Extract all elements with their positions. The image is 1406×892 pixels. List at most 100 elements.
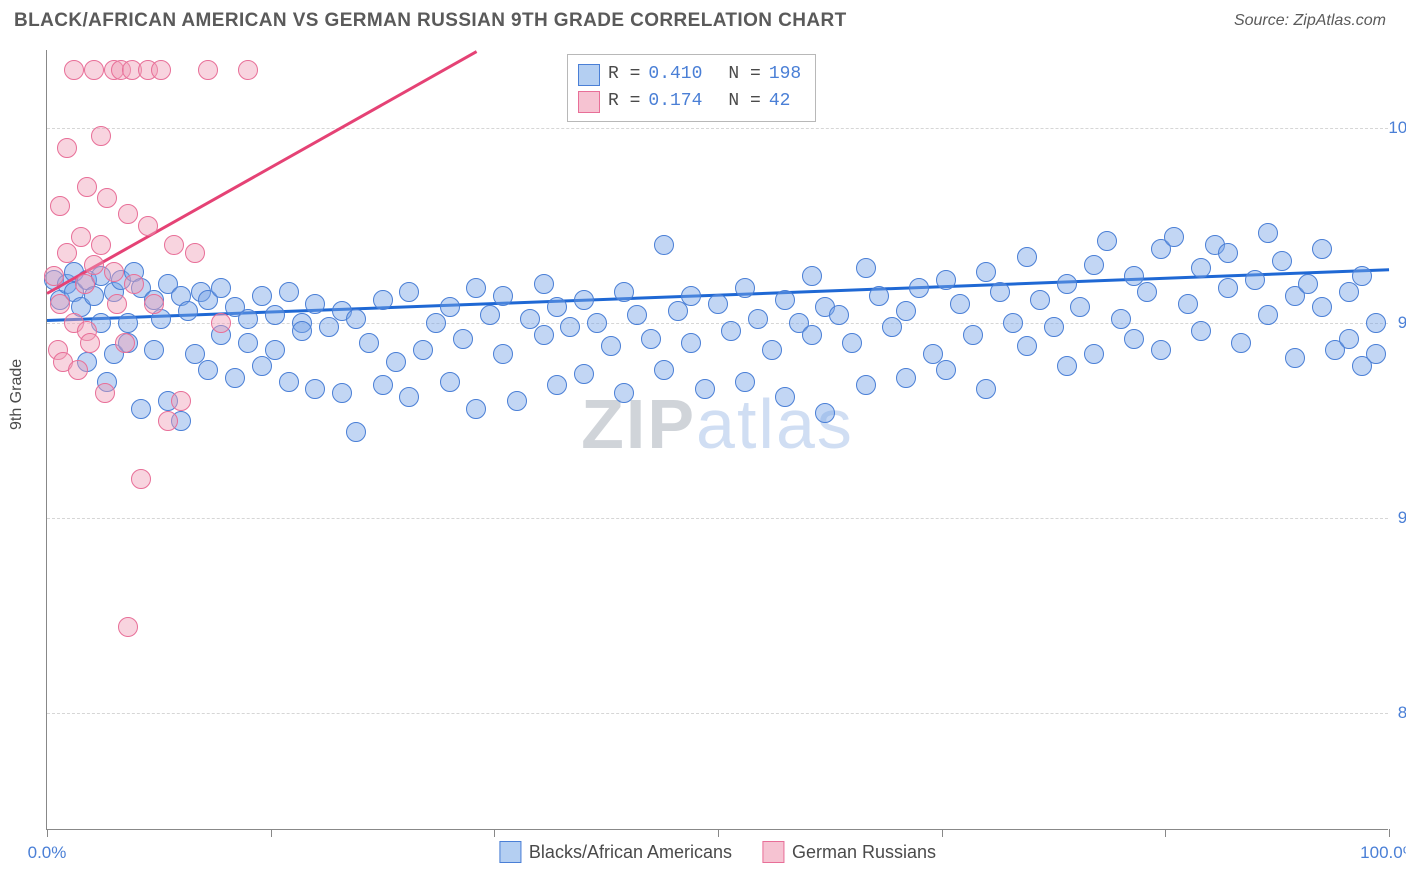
scatter-point: [453, 329, 473, 349]
scatter-point: [990, 282, 1010, 302]
trend-line: [46, 50, 477, 294]
xtick: [718, 829, 719, 837]
scatter-point: [560, 317, 580, 337]
legend-swatch-2: [762, 841, 784, 863]
scatter-point: [534, 274, 554, 294]
scatter-point: [44, 266, 64, 286]
scatter-point: [1124, 329, 1144, 349]
legend-swatch-1: [499, 841, 521, 863]
scatter-point: [1352, 266, 1372, 286]
gridline: [47, 713, 1388, 714]
scatter-point: [1178, 294, 1198, 314]
scatter-point: [332, 383, 352, 403]
ytick-label: 85.0%: [1398, 703, 1406, 723]
scatter-point: [1312, 239, 1332, 259]
scatter-point: [138, 216, 158, 236]
ytick-label: 100.0%: [1388, 118, 1406, 138]
scatter-point: [225, 368, 245, 388]
scatter-point: [909, 278, 929, 298]
scatter-point: [1017, 247, 1037, 267]
scatter-point: [762, 340, 782, 360]
scatter-point: [976, 379, 996, 399]
scatter-point: [869, 286, 889, 306]
scatter-point: [252, 356, 272, 376]
scatter-point: [1151, 340, 1171, 360]
n-label: N =: [728, 88, 760, 115]
scatter-point: [748, 309, 768, 329]
r-label: R =: [608, 61, 640, 88]
scatter-point: [735, 372, 755, 392]
scatter-point: [1044, 317, 1064, 337]
scatter-point: [1057, 356, 1077, 376]
scatter-point: [1339, 329, 1359, 349]
scatter-point: [265, 340, 285, 360]
scatter-point: [131, 469, 151, 489]
scatter-point: [118, 617, 138, 637]
scatter-point: [507, 391, 527, 411]
scatter-point: [681, 333, 701, 353]
scatter-point: [587, 313, 607, 333]
scatter-point: [305, 379, 325, 399]
scatter-point: [440, 372, 460, 392]
scatter-point: [896, 368, 916, 388]
scatter-point: [1285, 348, 1305, 368]
scatter-point: [426, 313, 446, 333]
scatter-point: [50, 294, 70, 314]
scatter-point: [373, 290, 393, 310]
legend-item: Blacks/African Americans: [499, 841, 732, 863]
series-swatch-1: [578, 64, 600, 86]
scatter-point: [534, 325, 554, 345]
scatter-point: [57, 243, 77, 263]
scatter-point: [856, 375, 876, 395]
scatter-point: [735, 278, 755, 298]
scatter-point: [721, 321, 741, 341]
scatter-point: [238, 333, 258, 353]
scatter-point: [856, 258, 876, 278]
scatter-point: [279, 282, 299, 302]
legend-label: German Russians: [792, 842, 936, 863]
scatter-point: [97, 188, 117, 208]
scatter-point: [1097, 231, 1117, 251]
scatter-point: [493, 286, 513, 306]
scatter-point: [252, 286, 272, 306]
scatter-point: [386, 352, 406, 372]
scatter-point: [654, 235, 674, 255]
scatter-point: [1164, 227, 1184, 247]
watermark-part1: ZIP: [581, 385, 696, 463]
scatter-point: [708, 294, 728, 314]
scatter-point: [1030, 290, 1050, 310]
scatter-point: [842, 333, 862, 353]
scatter-point: [963, 325, 983, 345]
scatter-point: [950, 294, 970, 314]
scatter-point: [144, 340, 164, 360]
scatter-point: [547, 375, 567, 395]
n-label: N =: [728, 61, 760, 88]
scatter-point: [279, 372, 299, 392]
scatter-point: [1258, 223, 1278, 243]
series-swatch-2: [578, 91, 600, 113]
scatter-point: [413, 340, 433, 360]
scatter-point: [1057, 274, 1077, 294]
scatter-point: [1366, 344, 1386, 364]
scatter-point: [68, 360, 88, 380]
scatter-point: [775, 290, 795, 310]
scatter-point: [144, 294, 164, 314]
scatter-point: [71, 227, 91, 247]
scatter-point: [815, 403, 835, 423]
n-value: 198: [769, 61, 801, 88]
xtick: [494, 829, 495, 837]
scatter-point: [84, 255, 104, 275]
scatter-point: [802, 325, 822, 345]
scatter-point: [641, 329, 661, 349]
scatter-point: [1218, 243, 1238, 263]
scatter-point: [346, 422, 366, 442]
scatter-point: [574, 364, 594, 384]
scatter-point: [75, 274, 95, 294]
source-label: Source: ZipAtlas.com: [1234, 12, 1386, 30]
scatter-point: [547, 297, 567, 317]
correlation-legend-box: R = 0.410 N = 198 R = 0.174 N = 42: [567, 54, 816, 122]
scatter-chart: ZIPatlas R = 0.410 N = 198 R = 0.174 N =…: [46, 50, 1388, 830]
scatter-point: [77, 177, 97, 197]
scatter-point: [185, 243, 205, 263]
scatter-point: [614, 282, 634, 302]
